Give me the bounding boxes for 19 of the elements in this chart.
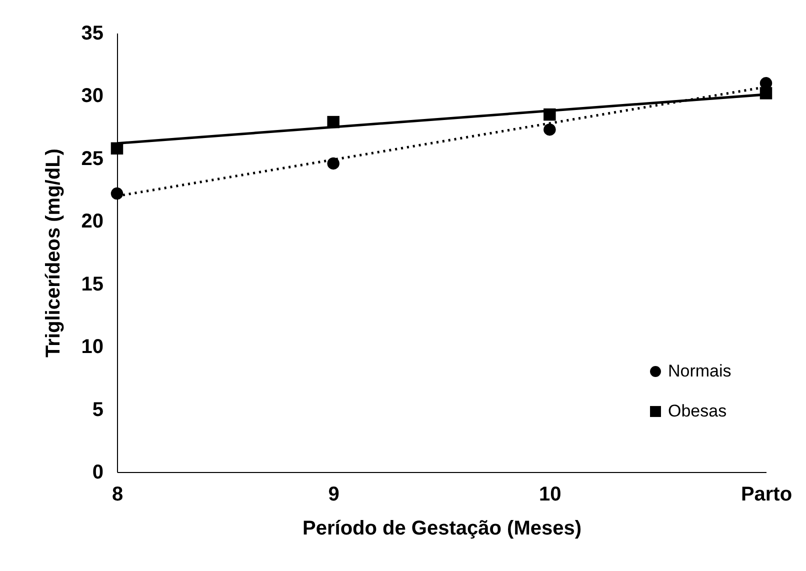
legend-label: Normais (668, 362, 732, 380)
y-tick-label: 35 (81, 22, 104, 44)
legend-label: Obesas (668, 402, 727, 420)
x-tick-label: 9 (328, 484, 340, 506)
y-tick-label: 10 (81, 336, 104, 358)
y-tick-label: 15 (81, 273, 104, 296)
y-tick-label: 30 (81, 85, 104, 108)
y-tick-label: 5 (92, 398, 104, 421)
y-axis-title: Triglicerídeos (mg/dL) (42, 148, 64, 358)
x-tick-label: Parto (740, 484, 792, 506)
point (327, 157, 340, 170)
y-tick-label: 0 (92, 462, 104, 484)
point (544, 123, 556, 136)
point (110, 187, 124, 200)
y-tick-label: 25 (81, 148, 104, 170)
x-tick-label: 10 (539, 484, 562, 506)
x-axis-title: Período de Gestação (Meses) (302, 518, 582, 540)
y-tick-label: 20 (81, 210, 104, 233)
x-tick-label: 8 (112, 484, 124, 506)
